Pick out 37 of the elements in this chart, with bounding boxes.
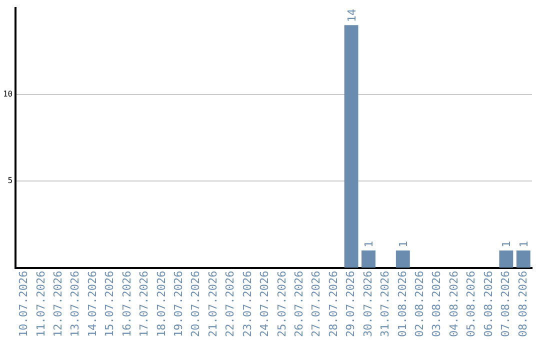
x-tick-label: 24.07.2026 bbox=[258, 270, 272, 338]
x-tick-label: 17.07.2026 bbox=[138, 270, 151, 338]
y-tick-label: 5 bbox=[8, 176, 13, 186]
x-tick-label: 23.07.2026 bbox=[240, 270, 254, 338]
x-tick-label: 21.07.2026 bbox=[206, 270, 220, 338]
data-label: 14 bbox=[345, 8, 358, 22]
x-tick-label: 27.07.2026 bbox=[310, 270, 323, 338]
x-tick-label: 11.07.2026 bbox=[34, 270, 48, 338]
x-tick-label: 03.08.2026 bbox=[430, 270, 444, 338]
y-tick-label: 10 bbox=[2, 90, 13, 99]
x-tick-label: 28.07.2026 bbox=[326, 270, 340, 338]
x-tick-label: 02.08.2026 bbox=[412, 270, 426, 338]
x-tick-label: 22.07.2026 bbox=[224, 270, 237, 338]
x-tick-label: 16.07.2026 bbox=[120, 270, 134, 338]
x-tick-label: 05.08.2026 bbox=[464, 270, 478, 338]
x-tick-label: 13.07.2026 bbox=[68, 270, 82, 338]
x-tick-label: 08.08.2026 bbox=[516, 270, 530, 338]
x-tick-label: 04.08.2026 bbox=[447, 270, 460, 338]
x-tick-label: 18.07.2026 bbox=[154, 270, 168, 338]
x-tick-label: 06.08.2026 bbox=[482, 270, 495, 338]
x-tick-label: 14.07.2026 bbox=[86, 270, 99, 338]
x-tick-label: 19.07.2026 bbox=[172, 270, 186, 338]
x-tick-label: 20.07.2026 bbox=[189, 270, 202, 338]
data-label: 1 bbox=[517, 240, 530, 248]
x-tick-label: 07.08.2026 bbox=[499, 270, 512, 338]
x-tick-label: 29.07.2026 bbox=[344, 270, 358, 338]
x-tick-label: 12.07.2026 bbox=[52, 270, 65, 338]
data-label: 1 bbox=[362, 240, 376, 248]
x-tick-label: 30.07.2026 bbox=[361, 270, 374, 338]
data-label: 1 bbox=[396, 240, 410, 248]
x-tick-label: 01.08.2026 bbox=[396, 270, 409, 338]
x-tick-label: 26.07.2026 bbox=[292, 270, 306, 338]
x-tick-label: 31.07.2026 bbox=[378, 270, 392, 338]
x-tick-label: 10.07.2026 bbox=[17, 270, 30, 338]
data-label: 1 bbox=[500, 240, 514, 248]
x-tick-label: 15.07.2026 bbox=[103, 270, 116, 338]
x-tick-label: 25.07.2026 bbox=[275, 270, 288, 338]
